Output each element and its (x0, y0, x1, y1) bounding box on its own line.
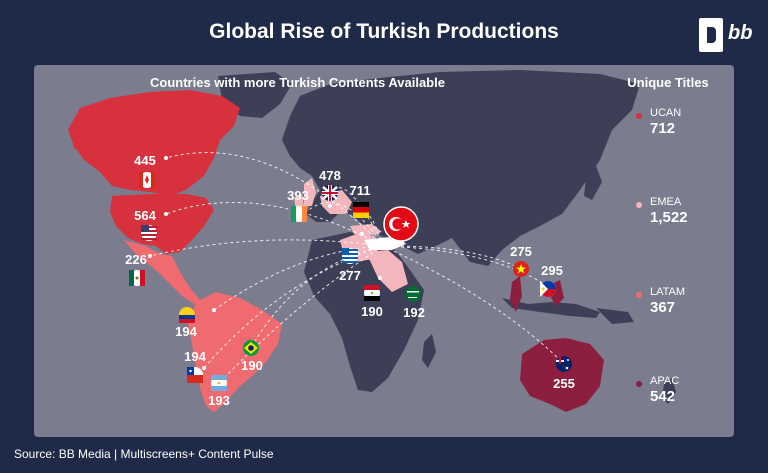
colombia-value: 194 (175, 324, 197, 339)
canada-value: 445 (134, 153, 156, 168)
saudi-arabia-value: 192 (403, 305, 425, 320)
argentina-flag-icon (211, 375, 227, 391)
source-note: Source: BB Media | Multiscreens+ Content… (14, 447, 274, 461)
world-map: 445 564 226 478 393 711 277 190 192 275 … (68, 70, 676, 412)
ireland-value: 393 (287, 188, 309, 203)
australia-flag-icon (556, 356, 572, 372)
map-subtitle: Countries with more Turkish Contents Ava… (150, 75, 445, 90)
australia-value: 255 (553, 376, 575, 391)
germany-flag-icon (353, 202, 369, 218)
indonesia-shape (502, 298, 600, 318)
madagascar-shape (422, 334, 436, 368)
apac-dot-icon (636, 381, 642, 387)
alaska-shape (70, 116, 104, 154)
new-zealand-shape (662, 378, 676, 404)
argentina-value: 193 (208, 393, 230, 408)
canada-shape (68, 90, 240, 196)
mexico-value: 226 (125, 252, 147, 267)
region-name: LATAM (650, 286, 686, 298)
emea-highlights (294, 178, 408, 292)
vietnam-value: 275 (510, 244, 532, 259)
page-title: Global Rise of Turkish Productions (209, 20, 559, 43)
turkey-flag-icon (383, 206, 419, 242)
mexico-flag-icon (129, 270, 145, 286)
vietnam-shape (510, 276, 522, 312)
canada-flag-icon (139, 172, 155, 188)
usa-flag-icon (141, 225, 157, 241)
usa-shape (110, 194, 214, 254)
land-masses (218, 70, 676, 404)
bb-media-logo: bb (699, 18, 759, 52)
unique-titles-header: Unique Titles (627, 75, 709, 90)
colombia-flag-icon (179, 307, 195, 323)
ucan-dot-icon (636, 113, 642, 119)
chile-value: 194 (184, 349, 206, 364)
egypt-flag-icon (364, 285, 380, 301)
country-value-labels: 445 564 226 478 393 711 277 190 192 275 … (125, 153, 575, 408)
region-name: APAC (650, 375, 680, 387)
vietnam-flag-icon (513, 261, 529, 277)
png-shape (596, 308, 634, 324)
region-value: 542 (650, 388, 676, 405)
japan-shape (584, 166, 602, 200)
emea-dot-icon (636, 202, 642, 208)
philippines-flag-icon (540, 281, 556, 297)
region-value: 712 (650, 120, 676, 137)
latam-dot-icon (636, 292, 642, 298)
region-value: 367 (650, 299, 676, 316)
saudi-arabia-flag-icon (405, 286, 421, 302)
philippines-value: 295 (541, 263, 563, 278)
region-name: EMEA (650, 196, 682, 208)
uk-value: 478 (319, 168, 341, 183)
brazil-value: 190 (241, 358, 263, 373)
australia-shape (520, 338, 604, 412)
greece-value: 277 (339, 268, 361, 283)
egypt-value: 190 (361, 304, 383, 319)
ireland-flag-icon (291, 206, 307, 222)
logo-text: bb (728, 22, 753, 44)
germany-value: 711 (350, 183, 371, 198)
connection-lines (149, 152, 565, 379)
region-value: 1,522 (650, 209, 688, 226)
uk-flag-icon (322, 185, 338, 201)
chile-flag-icon (187, 367, 203, 383)
usa-value: 564 (134, 208, 156, 223)
region-name: UCAN (650, 107, 682, 119)
map-panel: 445 564 226 478 393 711 277 190 192 275 … (34, 65, 734, 437)
mexico-central-america-shape (124, 240, 200, 304)
greece-flag-icon (342, 248, 358, 264)
brazil-flag-icon (243, 340, 259, 356)
logo-mark-icon (699, 18, 723, 52)
eurasia-shape (282, 70, 640, 266)
